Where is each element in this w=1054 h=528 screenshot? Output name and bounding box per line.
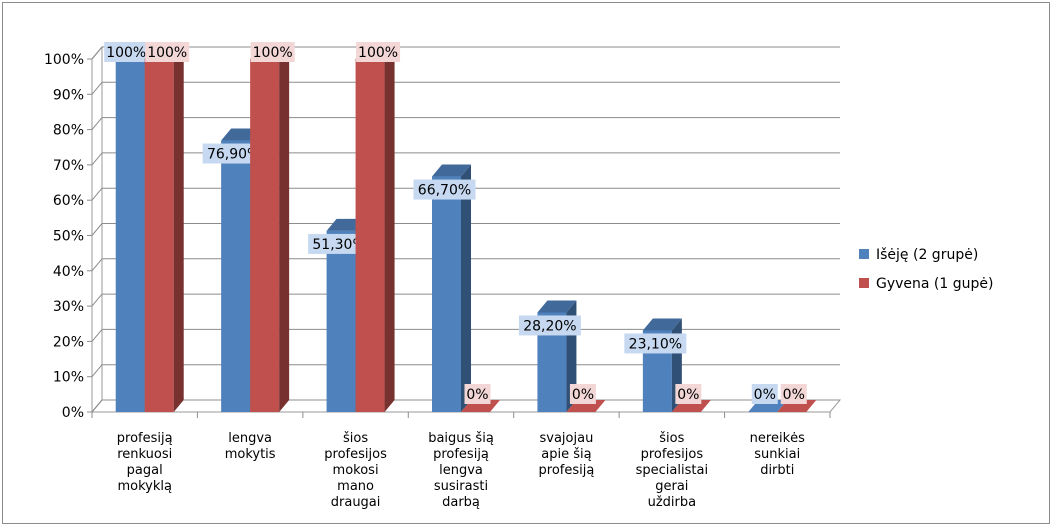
x-tick-label: specialistai xyxy=(636,463,708,478)
bar xyxy=(355,59,385,412)
data-label: 100% xyxy=(358,45,398,61)
x-tick-label: šios xyxy=(659,431,684,446)
data-label: 0% xyxy=(783,387,805,403)
bar xyxy=(250,59,280,412)
x-tick-label: mano xyxy=(337,479,374,494)
x-tick-label: mokyklą xyxy=(117,479,172,494)
gridline-side xyxy=(91,258,103,272)
y-tick-label: 40% xyxy=(53,264,84,280)
x-tick-label: susirasti xyxy=(434,479,488,494)
data-label-box xyxy=(464,384,491,404)
x-tick-label: dirbti xyxy=(760,463,794,478)
data-label-box xyxy=(675,384,702,404)
x-tick-label: apie šią xyxy=(541,447,591,462)
x-tick-label: sunkiai xyxy=(754,447,800,462)
bar-top xyxy=(642,318,682,331)
x-tick-label: lengva xyxy=(439,463,483,478)
legend-swatch xyxy=(859,278,869,288)
data-label: 100% xyxy=(147,45,187,61)
y-tick-label: 100% xyxy=(44,52,84,68)
data-label: 0% xyxy=(466,387,488,403)
data-label: 28,20% xyxy=(523,318,576,334)
x-tick-label: draugai xyxy=(331,495,381,510)
x-tick-label: renkuosi xyxy=(117,447,172,462)
x-tick-label: mokytis xyxy=(225,447,276,462)
gridline-side xyxy=(91,117,103,130)
x-tick-label: gerai xyxy=(655,479,688,494)
bar xyxy=(144,59,174,412)
x-tick-label: profesiją xyxy=(539,463,595,478)
legend-label: Gyvena (1 gupė) xyxy=(876,276,993,292)
data-label: 76,90% xyxy=(207,147,260,163)
bar-side xyxy=(461,164,471,412)
gridline-side xyxy=(91,46,103,60)
x-tick-label: nereikės xyxy=(750,431,805,446)
data-label: 66,70% xyxy=(418,183,471,199)
data-label-box xyxy=(624,333,687,354)
y-tick-label: 60% xyxy=(53,193,84,209)
data-label-box xyxy=(308,233,371,254)
x-tick-label: darbą xyxy=(442,495,480,510)
data-label: 0% xyxy=(677,387,699,403)
gridline-side xyxy=(91,152,103,166)
data-label: 100% xyxy=(253,45,293,61)
data-label-box xyxy=(202,143,265,164)
x-tick-label: baigus šią xyxy=(428,431,494,446)
bar xyxy=(221,140,251,412)
x-tick-label: šios xyxy=(343,431,368,446)
data-label-box xyxy=(104,42,149,62)
gridline-side xyxy=(91,399,103,413)
bar xyxy=(115,59,145,412)
gridline-side xyxy=(91,364,103,378)
data-label-box xyxy=(413,179,476,200)
data-label-box xyxy=(518,315,581,336)
y-tick-label: 90% xyxy=(53,87,84,103)
x-tick-label: uždirba xyxy=(648,495,697,510)
x-tick-label: profesiją xyxy=(433,447,489,462)
data-label-box xyxy=(780,384,807,404)
data-label: 23,10% xyxy=(629,336,682,352)
x-tick-label: pagal xyxy=(127,463,163,478)
legend-swatch xyxy=(859,249,869,259)
bar-top xyxy=(432,164,471,177)
data-label: 0% xyxy=(754,387,776,403)
data-label-box xyxy=(145,42,190,62)
bar-side xyxy=(384,47,395,412)
data-label: 100% xyxy=(106,45,146,61)
y-tick-label: 80% xyxy=(53,123,84,139)
data-label: 0% xyxy=(572,387,594,403)
bar-top xyxy=(537,300,577,313)
x-tick-label: mokosi xyxy=(333,463,379,478)
data-label-box xyxy=(250,42,295,62)
bar xyxy=(326,230,356,412)
y-tick-label: 70% xyxy=(53,158,84,174)
data-label-box xyxy=(569,384,596,404)
data-label-box xyxy=(356,42,401,62)
x-tick-label: profesiją xyxy=(117,431,173,446)
gridline-side xyxy=(91,187,103,201)
gridline-side xyxy=(91,81,103,95)
y-tick-label: 30% xyxy=(53,299,84,315)
x-tick-label: profesijos xyxy=(641,447,704,462)
y-tick-label: 50% xyxy=(53,229,84,245)
bar-side xyxy=(279,47,290,412)
x-tick-label: svajojau xyxy=(540,431,594,446)
legend-label: Išėję (2 grupė) xyxy=(876,247,978,263)
bar xyxy=(432,176,461,412)
x-tick-label: profesijos xyxy=(324,447,387,462)
gridline-side xyxy=(91,293,103,307)
gridline-side xyxy=(91,223,103,236)
gridline-side xyxy=(91,329,103,342)
y-tick-label: 20% xyxy=(53,334,84,350)
data-label-box xyxy=(751,384,778,404)
y-tick-label: 0% xyxy=(62,405,84,421)
data-label: 51,30% xyxy=(312,237,365,253)
y-tick-label: 10% xyxy=(53,370,84,386)
bar-side xyxy=(173,47,184,412)
x-tick-label: lengva xyxy=(228,431,272,446)
